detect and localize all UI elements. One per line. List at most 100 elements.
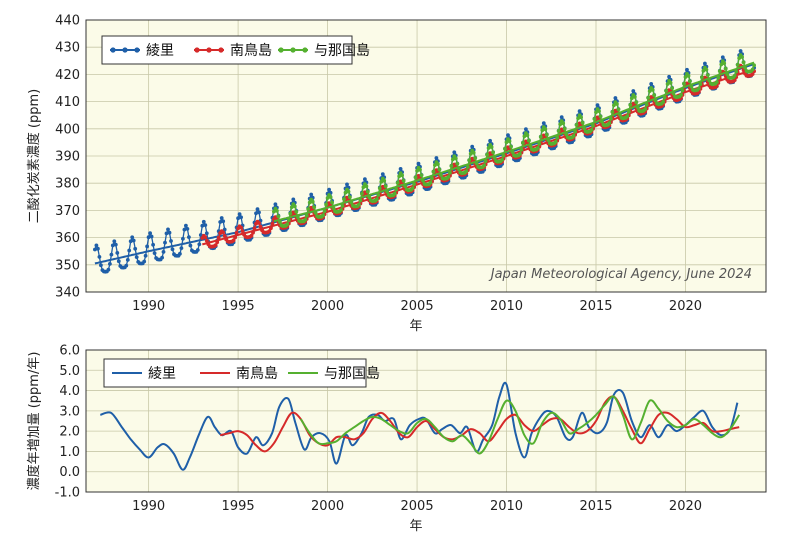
x-tick-label: 2000 (311, 299, 344, 314)
data-point (595, 103, 600, 107)
data-point (625, 114, 630, 118)
data-point (467, 158, 472, 163)
data-point (740, 55, 744, 59)
data-point (701, 68, 706, 73)
data-point (628, 103, 633, 107)
data-point (195, 248, 200, 252)
data-point (218, 220, 223, 224)
y-tick-label: 4.0 (59, 384, 80, 399)
data-point (716, 75, 721, 80)
data-point (170, 247, 175, 252)
data-point (93, 247, 97, 252)
data-point (340, 204, 345, 208)
y-tick-label: 6.0 (59, 344, 80, 359)
data-point (306, 207, 311, 211)
data-point (361, 185, 366, 190)
data-point (518, 152, 522, 156)
data-point (700, 75, 704, 80)
data-point (667, 74, 671, 79)
y-tick-label: 440 (55, 14, 80, 29)
data-point (272, 209, 276, 214)
data-point (752, 63, 756, 68)
data-point (182, 227, 187, 232)
data-point (618, 112, 622, 117)
y-tick-label: 1.0 (59, 445, 80, 460)
data-point (436, 162, 440, 167)
legend-marker (122, 47, 128, 53)
data-point (562, 126, 567, 131)
data-point (286, 218, 291, 223)
y-tick-label: 2.0 (59, 425, 80, 440)
data-point (188, 243, 193, 248)
data-point (707, 78, 712, 83)
data-point (267, 229, 272, 234)
series-line (100, 381, 739, 471)
y-axis-label: 二酸化炭素濃度 (ppm) (26, 89, 42, 223)
data-point (535, 146, 540, 150)
data-point (257, 221, 261, 225)
data-point (704, 67, 709, 72)
data-point (434, 156, 439, 160)
data-point (750, 67, 755, 72)
data-point (521, 141, 525, 145)
y-tick-label: 410 (55, 95, 80, 110)
data-point (664, 88, 668, 93)
data-point (553, 140, 558, 144)
data-point (203, 223, 208, 228)
data-point (540, 128, 545, 133)
legend-marker (290, 47, 296, 53)
data-point (278, 220, 282, 224)
data-point (313, 211, 318, 215)
data-point (668, 80, 673, 85)
data-point (541, 121, 546, 125)
data-point (437, 167, 442, 172)
data-point (270, 221, 275, 226)
data-point (134, 255, 139, 259)
data-point (543, 127, 548, 132)
data-point (579, 115, 583, 120)
data-point (433, 163, 437, 168)
data-point (357, 202, 361, 207)
data-point (374, 197, 379, 202)
data-point (410, 186, 415, 191)
data-point (327, 187, 331, 192)
data-point (197, 242, 202, 247)
legend-marker (302, 47, 308, 53)
data-point (632, 95, 637, 99)
data-point (635, 105, 640, 110)
data-point (573, 129, 577, 134)
data-point (582, 126, 586, 131)
data-point (574, 123, 579, 127)
data-point (465, 165, 470, 169)
legend-entry: 綾里 (146, 43, 174, 59)
data-point (289, 205, 294, 210)
data-point (680, 88, 685, 93)
data-point (446, 175, 451, 179)
data-point (725, 72, 730, 77)
data-point (99, 263, 103, 268)
data-point (452, 150, 457, 155)
data-point (598, 114, 603, 119)
data-point (213, 243, 218, 248)
data-point (383, 184, 388, 189)
data-point (528, 144, 533, 149)
data-point (558, 122, 563, 127)
data-point (348, 195, 352, 200)
data-point (649, 82, 654, 86)
data-point (591, 123, 595, 128)
data-point (219, 216, 224, 220)
data-point (665, 82, 670, 86)
data-point (670, 86, 674, 90)
data-point (501, 153, 506, 158)
y-tick-label: 360 (55, 231, 80, 246)
data-point (113, 242, 118, 247)
data-point (679, 92, 683, 97)
data-point (589, 127, 594, 132)
data-point (164, 231, 169, 236)
data-point (204, 231, 209, 236)
data-point (439, 173, 443, 178)
data-point (360, 191, 364, 196)
data-point (400, 173, 404, 178)
data-point (647, 89, 652, 93)
data-point (346, 189, 351, 194)
